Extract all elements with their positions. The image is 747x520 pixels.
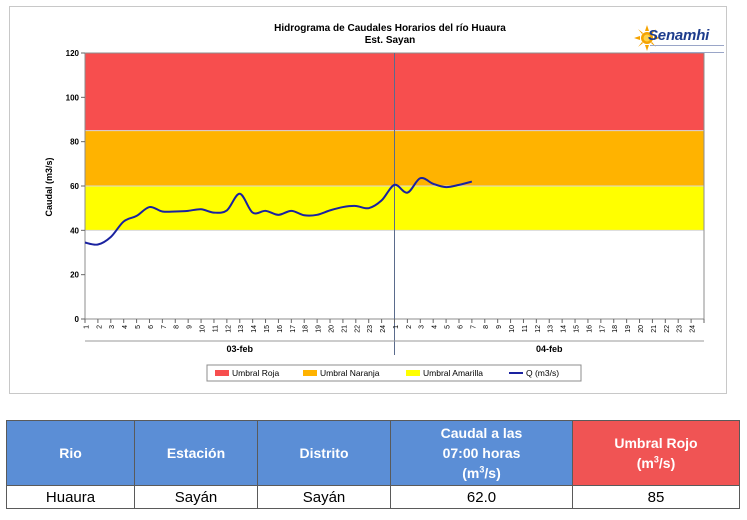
header-umbral-unit-sup: 3 — [653, 454, 659, 465]
x-tick-label: 20 — [328, 325, 335, 333]
x-tick-label: 13 — [548, 325, 555, 333]
y-tick-label: 0 — [75, 315, 80, 324]
y-tick-label: 80 — [70, 138, 79, 147]
x-tick-label: 19 — [316, 325, 323, 333]
x-tick-label: 11 — [212, 325, 219, 332]
x-tick-label: 9 — [187, 325, 194, 329]
x-tick-label: 6 — [457, 325, 464, 329]
x-tick-label: 24 — [380, 325, 387, 333]
x-tick-label: 9 — [496, 325, 503, 329]
y-axis-label: Caudal (m3/s) — [44, 157, 54, 216]
header-distrito: Distrito — [257, 420, 391, 486]
sun-icon — [634, 25, 660, 51]
header-umbral-unit-b: /s) — [658, 455, 676, 471]
logo-subline — [650, 45, 724, 53]
senamhi-logo: Senamhi — [634, 23, 726, 59]
x-tick-label: 15 — [573, 325, 580, 333]
x-tick-label: 22 — [354, 325, 361, 333]
header-umbral-line1: Umbral Rojo — [614, 435, 698, 451]
header-umbral-unit-a: (m — [636, 455, 654, 471]
y-tick-label: 100 — [66, 93, 80, 102]
x-tick-label: 21 — [651, 325, 658, 333]
x-tick-label: 10 — [200, 325, 207, 333]
x-tick-label: 14 — [251, 325, 258, 333]
x-tick-label: 16 — [586, 325, 593, 333]
y-tick-label: 20 — [70, 271, 79, 280]
x-tick-label: 5 — [135, 325, 142, 329]
header-umbral: Umbral Rojo (m3/s) — [572, 420, 740, 486]
x-tick-label: 8 — [174, 325, 181, 329]
y-tick-label: 40 — [70, 226, 79, 235]
y-tick-label: 120 — [66, 49, 80, 58]
x-tick-label: 6 — [148, 325, 155, 329]
cell-distrito: Sayán — [257, 485, 391, 509]
x-tick-label: 24 — [690, 325, 697, 333]
x-tick-label: 18 — [303, 325, 310, 333]
x-tick-label: 16 — [277, 325, 284, 333]
x-tick-label: 10 — [509, 325, 516, 333]
legend-label: Umbral Roja — [232, 368, 280, 378]
legend-label: Umbral Naranja — [320, 368, 380, 378]
header-caudal: Caudal a las 07:00 horas (m3/s) — [390, 420, 573, 486]
x-tick-label: 15 — [264, 325, 271, 333]
logo-text: Senamhi — [648, 27, 710, 44]
legend-swatch — [303, 370, 317, 376]
cell-estacion: Sayán — [134, 485, 258, 509]
day-label: 03-feb — [226, 344, 253, 354]
x-tick-label: 23 — [367, 325, 374, 333]
x-tick-label: 7 — [161, 325, 168, 329]
y-tick-label: 60 — [70, 182, 79, 191]
x-tick-label: 12 — [535, 325, 542, 333]
header-caudal-unit-b: /s) — [484, 465, 501, 481]
series-line-q — [84, 177, 473, 246]
x-tick-label: 2 — [96, 325, 103, 329]
header-caudal-unit-sup: 3 — [479, 464, 485, 475]
header-rio: Rio — [6, 420, 135, 486]
legend-label: Q (m3/s) — [526, 368, 559, 378]
station-table: Rio Estación Distrito Caudal a las 07:00… — [6, 420, 740, 509]
chart-title: Hidrograma de Caudales Horarios del río … — [274, 23, 506, 34]
hydrograph-chart: Hidrograma de Caudales Horarios del río … — [44, 23, 705, 382]
x-tick-label: 12 — [225, 325, 232, 333]
header-estacion: Estación — [134, 420, 258, 486]
legend-swatch — [215, 370, 229, 376]
x-tick-label: 5 — [445, 325, 452, 329]
legend-swatch — [406, 370, 420, 376]
x-tick-label: 4 — [432, 325, 439, 329]
table-row: Huaura Sayán Sayán 62.0 85 — [6, 485, 740, 509]
chart-panel: Hidrograma de Caudales Horarios del río … — [9, 6, 727, 394]
legend-box — [206, 364, 582, 382]
x-tick-label: 21 — [341, 325, 348, 333]
header-caudal-line2: 07:00 horas — [442, 445, 521, 461]
x-tick-label: 20 — [638, 325, 645, 333]
x-tick-label: 2 — [406, 325, 413, 329]
x-tick-label: 1 — [393, 325, 400, 329]
cell-caudal: 62.0 — [390, 485, 573, 509]
x-tick-label: 19 — [625, 325, 632, 333]
x-tick-label: 17 — [290, 325, 297, 333]
x-tick-label: 8 — [483, 325, 490, 329]
x-tick-label: 7 — [470, 325, 477, 329]
x-tick-label: 11 — [522, 325, 529, 332]
cell-rio: Huaura — [6, 485, 135, 509]
header-caudal-line1: Caudal a las — [440, 425, 523, 441]
x-tick-label: 3 — [419, 325, 426, 329]
x-tick-label: 22 — [664, 325, 671, 333]
day-label: 04-feb — [536, 344, 563, 354]
x-tick-label: 18 — [612, 325, 619, 333]
legend-label: Umbral Amarilla — [423, 368, 483, 378]
x-tick-label: 14 — [561, 325, 568, 333]
x-tick-label: 17 — [599, 325, 606, 333]
table-header-row: Rio Estación Distrito Caudal a las 07:00… — [6, 420, 740, 486]
x-tick-label: 23 — [677, 325, 684, 333]
chart-subtitle: Est. Sayan — [365, 35, 416, 46]
cell-umbral: 85 — [572, 485, 740, 509]
x-tick-label: 13 — [238, 325, 245, 333]
x-tick-label: 1 — [83, 325, 90, 329]
x-tick-label: 3 — [109, 325, 116, 329]
header-caudal-unit-a: (m — [462, 465, 480, 481]
x-tick-label: 4 — [122, 325, 129, 329]
